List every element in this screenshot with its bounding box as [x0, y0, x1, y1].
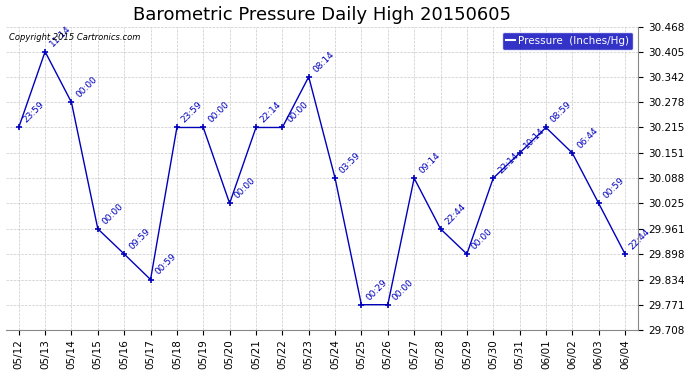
Legend: Pressure  (Inches/Hg): Pressure (Inches/Hg) [502, 32, 633, 50]
Text: 10:14: 10:14 [522, 126, 547, 150]
Text: 00:00: 00:00 [285, 100, 310, 125]
Text: 00:59: 00:59 [602, 176, 626, 201]
Text: 08:59: 08:59 [549, 100, 573, 125]
Text: 00:00: 00:00 [391, 277, 415, 302]
Text: 00:00: 00:00 [233, 176, 257, 201]
Text: 22:14: 22:14 [259, 100, 283, 125]
Text: 22:44: 22:44 [443, 202, 468, 226]
Text: 09:14: 09:14 [417, 151, 442, 176]
Text: 08:14: 08:14 [311, 50, 336, 74]
Text: 22:14: 22:14 [496, 151, 520, 176]
Text: 00:59: 00:59 [153, 252, 178, 277]
Text: 00:00: 00:00 [101, 201, 126, 226]
Text: 22:44: 22:44 [628, 227, 652, 251]
Text: 23:59: 23:59 [179, 100, 204, 125]
Text: 03:59: 03:59 [338, 151, 362, 176]
Text: 00:29: 00:29 [364, 278, 388, 302]
Title: Barometric Pressure Daily High 20150605: Barometric Pressure Daily High 20150605 [133, 6, 511, 24]
Text: 09:59: 09:59 [127, 226, 152, 251]
Text: 11:14: 11:14 [48, 24, 72, 49]
Text: 00:00: 00:00 [206, 100, 230, 125]
Text: 23:59: 23:59 [21, 100, 46, 125]
Text: Copyright 2015 Cartronics.com: Copyright 2015 Cartronics.com [9, 33, 140, 42]
Text: 06:44: 06:44 [575, 126, 600, 150]
Text: 00:00: 00:00 [75, 75, 99, 99]
Text: 00:00: 00:00 [470, 226, 494, 251]
